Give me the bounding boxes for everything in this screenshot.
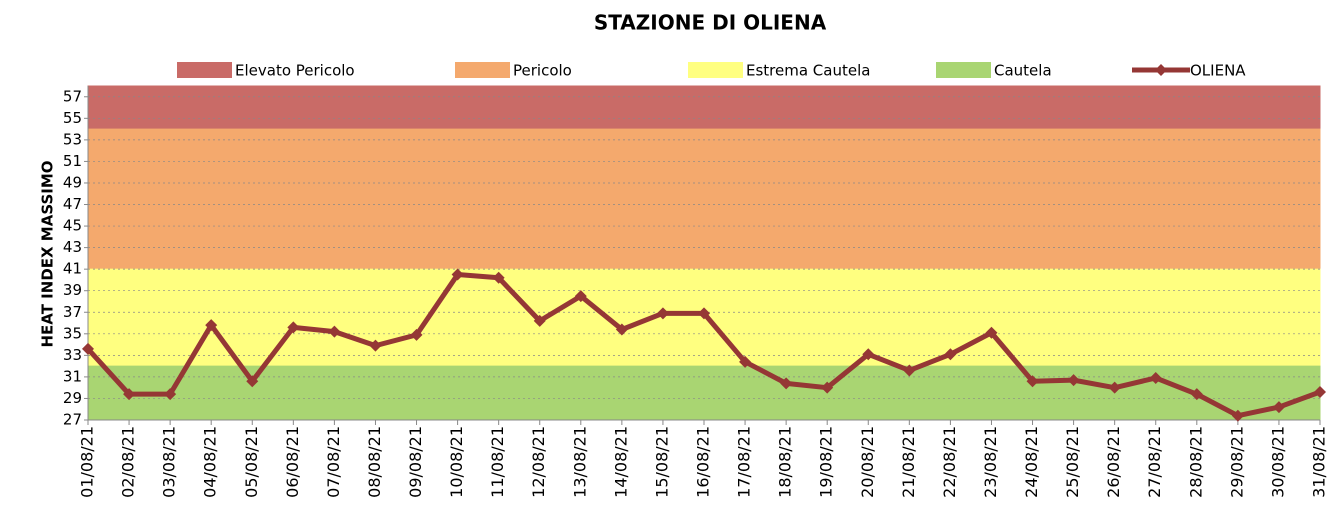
y-tick-label: 53 [63, 130, 82, 148]
x-tick-label: 14/08/21 [611, 426, 630, 498]
legend-swatch [936, 62, 991, 78]
x-tick-label: 21/08/21 [899, 426, 918, 498]
y-tick-label: 57 [63, 87, 82, 105]
legend-label: Cautela [994, 62, 1052, 80]
x-tick-label: 05/08/21 [242, 426, 261, 498]
y-tick-label: 29 [63, 389, 82, 407]
data-point [615, 323, 628, 336]
x-tick-label: 09/08/21 [406, 426, 425, 498]
x-tick-label: 02/08/21 [119, 426, 138, 498]
data-point [1026, 375, 1039, 388]
y-tick-label: 47 [63, 195, 82, 213]
chart-title: STAZIONE DI OLIENA [594, 11, 827, 35]
x-tick-label: 03/08/21 [160, 426, 179, 498]
y-tick-label: 35 [63, 324, 82, 342]
x-tick-label: 19/08/21 [817, 426, 836, 498]
legend-marker [1155, 64, 1167, 76]
y-tick-label: 51 [63, 152, 82, 170]
x-tick-label: 12/08/21 [529, 426, 548, 498]
data-point [985, 326, 998, 339]
data-point [1067, 374, 1080, 387]
legend-label: OLIENA [1190, 62, 1246, 80]
x-tick-label: 25/08/21 [1063, 426, 1082, 498]
x-tick-label: 29/08/21 [1227, 426, 1246, 498]
y-tick-label: 31 [63, 367, 82, 385]
legend-label: Elevato Pericolo [235, 62, 355, 80]
data-point [328, 325, 341, 338]
data-point [821, 381, 834, 394]
x-tick-label: 17/08/21 [735, 426, 754, 498]
data-point [1108, 381, 1121, 394]
x-tick-label: 07/08/21 [324, 426, 343, 498]
data-point [944, 348, 957, 361]
x-tick-label: 10/08/21 [447, 426, 466, 498]
x-tick-label: 04/08/21 [201, 426, 220, 498]
x-tick-label: 28/08/21 [1186, 426, 1205, 498]
data-point [739, 355, 752, 368]
data-point [451, 268, 464, 281]
data-point [1314, 385, 1326, 398]
x-tick-label: 01/08/21 [78, 426, 97, 498]
data-point [698, 307, 710, 320]
x-tick-label: 13/08/21 [570, 426, 589, 498]
x-tick-label: 08/08/21 [365, 426, 384, 498]
y-axis-label: HEAT INDEX MASSIMO [39, 160, 57, 347]
y-tick-label: 41 [63, 260, 82, 278]
data-point [82, 342, 94, 355]
x-tick-label: 20/08/21 [858, 426, 877, 498]
data-point [123, 388, 136, 401]
legend-swatch [688, 62, 743, 78]
y-tick-label: 49 [63, 173, 82, 191]
data-point [164, 388, 177, 401]
data-point [1231, 409, 1244, 422]
y-tick-label: 37 [63, 303, 82, 321]
x-tick-label: 23/08/21 [981, 426, 1000, 498]
x-tick-label: 06/08/21 [283, 426, 302, 498]
y-tick-label: 27 [63, 411, 82, 429]
y-tick-label: 45 [63, 217, 82, 235]
x-tick-label: 31/08/21 [1310, 426, 1328, 498]
band [87, 85, 1321, 130]
x-tick-label: 30/08/21 [1268, 426, 1287, 498]
x-tick-label: 11/08/21 [488, 426, 507, 498]
x-tick-label: 22/08/21 [940, 426, 959, 498]
data-point [1190, 388, 1203, 401]
data-point [1272, 401, 1285, 414]
legend-label: Pericolo [513, 62, 572, 80]
data-point [903, 364, 916, 377]
x-tick-label: 24/08/21 [1022, 426, 1041, 498]
x-tick-label: 27/08/21 [1145, 426, 1164, 498]
data-point [287, 321, 300, 334]
data-point [410, 328, 423, 341]
y-tick-label: 55 [63, 109, 82, 127]
y-tick-label: 39 [63, 281, 82, 299]
data-point [656, 307, 669, 320]
data-point [574, 290, 587, 303]
x-tick-label: 16/08/21 [694, 426, 713, 498]
x-tick-label: 15/08/21 [652, 426, 671, 498]
legend-label: Estrema Cautela [746, 62, 870, 80]
band [87, 365, 1321, 421]
x-tick-label: 18/08/21 [776, 426, 795, 498]
data-point [246, 375, 259, 388]
legend-swatch [455, 62, 510, 78]
data-point [369, 339, 382, 352]
band [87, 128, 1321, 270]
data-point [780, 377, 793, 390]
data-point [862, 348, 875, 361]
data-point [492, 271, 505, 284]
data-point [205, 319, 218, 332]
data-point [533, 314, 546, 327]
legend-swatch [177, 62, 232, 78]
data-point [1149, 371, 1162, 384]
y-tick-label: 43 [63, 238, 82, 256]
x-tick-label: 26/08/21 [1104, 426, 1123, 498]
y-tick-label: 33 [63, 346, 82, 364]
